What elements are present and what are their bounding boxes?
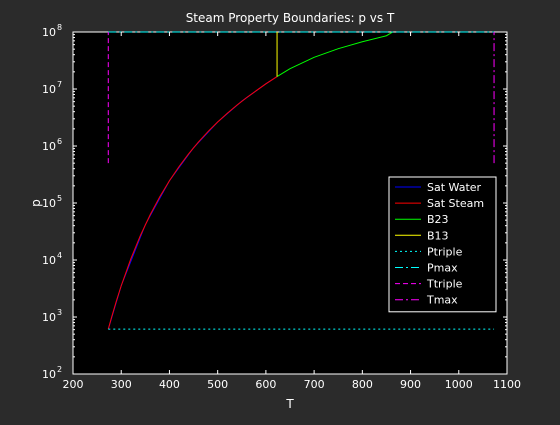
chart-title: Steam Property Boundaries: p vs T xyxy=(186,11,395,25)
x-tick-label: 800 xyxy=(352,378,373,391)
legend-entry-label: B23 xyxy=(427,213,449,226)
legend-entry-label: Tmax xyxy=(426,294,458,307)
y-tick-label: 10 xyxy=(42,140,56,153)
legend: Sat Water Sat Steam B23 B13 Ptriple Pmax Ttrip… xyxy=(388,176,497,313)
y-tick-exponent: 2 xyxy=(57,365,62,374)
y-tick-label: 10 xyxy=(42,26,56,39)
x-tick-label: 900 xyxy=(400,378,421,391)
y-axis-label: p xyxy=(29,199,43,207)
y-tick-label: 10 xyxy=(42,254,56,267)
y-tick-exponent: 7 xyxy=(57,80,62,89)
legend-entry-label: Sat Steam xyxy=(427,197,484,210)
series-line-sat-steam xyxy=(107,76,278,330)
x-axis-label: T xyxy=(285,397,294,411)
x-tick-label: 600 xyxy=(255,378,276,391)
series-layer xyxy=(107,31,495,330)
x-tick-label: 700 xyxy=(304,378,325,391)
y-tick-label: 10 xyxy=(42,83,56,96)
legend-entry-label: B13 xyxy=(427,229,449,242)
x-tick-label: 500 xyxy=(207,378,228,391)
x-tick-label: 1000 xyxy=(445,378,473,391)
y-tick-exponent: 8 xyxy=(57,23,62,32)
legend-entry-label: Ptriple xyxy=(427,245,463,258)
legend-entry-label: Ttriple xyxy=(426,278,463,291)
x-tick-label: 300 xyxy=(111,378,132,391)
y-tick-exponent: 3 xyxy=(57,308,62,317)
y-tick-label: 10 xyxy=(42,197,56,210)
y-tick-exponent: 4 xyxy=(57,251,62,260)
x-tick-label: 1100 xyxy=(493,378,521,391)
y-tick-label: 10 xyxy=(42,311,56,324)
y-tick-exponent: 6 xyxy=(57,137,62,146)
x-tick-label: 400 xyxy=(159,378,180,391)
legend-entry-label: Pmax xyxy=(427,262,458,275)
y-tick-exponent: 5 xyxy=(57,194,62,203)
series-line-b23 xyxy=(276,31,394,77)
legend-entry-label: Sat Water xyxy=(427,181,482,194)
legend-box xyxy=(388,176,497,313)
x-axis-ticks: 200 300 400 500 600 700 800 900 1000 1100 xyxy=(63,32,521,391)
y-tick-label: 10 xyxy=(42,368,56,381)
x-tick-label: 200 xyxy=(63,378,84,391)
